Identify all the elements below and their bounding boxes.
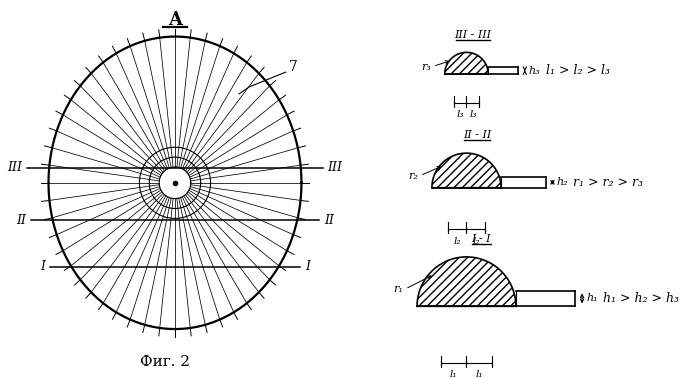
- Text: l₁: l₁: [475, 370, 483, 379]
- Text: I: I: [305, 260, 310, 273]
- Text: Фиг. 2: Фиг. 2: [140, 355, 190, 369]
- Text: l₁: l₁: [450, 370, 457, 379]
- Text: A: A: [168, 11, 182, 29]
- Text: r₁: r₁: [394, 284, 403, 294]
- Text: II: II: [324, 214, 334, 227]
- Text: r₁ > r₂ > r₃: r₁ > r₂ > r₃: [573, 176, 643, 189]
- Text: h₃: h₃: [528, 66, 540, 76]
- Text: 7: 7: [289, 60, 298, 74]
- Text: l₃: l₃: [469, 110, 477, 119]
- Text: h₁: h₁: [586, 293, 598, 304]
- Text: l₃: l₃: [456, 110, 464, 119]
- Text: III: III: [328, 161, 343, 174]
- Text: h₁ > h₂ > h₃: h₁ > h₂ > h₃: [603, 293, 679, 305]
- Text: l₂: l₂: [454, 236, 461, 246]
- Text: h₂: h₂: [556, 177, 568, 187]
- Text: III: III: [8, 161, 22, 174]
- Text: l₁ > l₂ > l₃: l₁ > l₂ > l₃: [545, 64, 610, 77]
- Text: III - III: III - III: [454, 30, 491, 39]
- Text: r₂: r₂: [408, 171, 418, 181]
- Text: r₃: r₃: [421, 61, 431, 72]
- Text: II - II: II - II: [463, 130, 491, 140]
- Text: I - I: I - I: [472, 234, 491, 244]
- Text: I: I: [40, 260, 45, 273]
- Text: l₂: l₂: [472, 236, 480, 246]
- Text: II: II: [16, 214, 26, 227]
